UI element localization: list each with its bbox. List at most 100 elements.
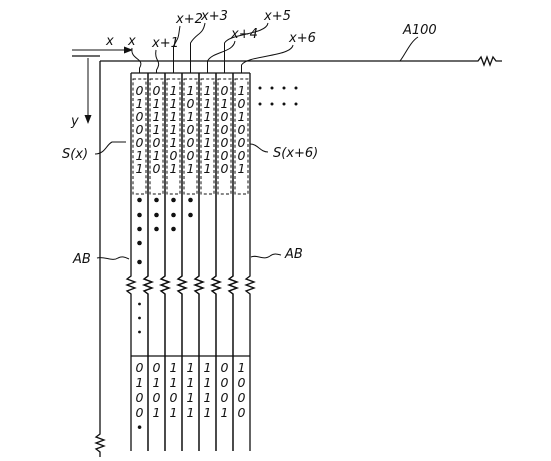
column-label-leader <box>190 22 206 73</box>
sequence-box <box>183 78 198 195</box>
bit-value: 0 <box>221 135 229 150</box>
bit-value: 1 <box>153 96 161 111</box>
bit-value: 1 <box>136 375 144 390</box>
column-side-line <box>142 73 154 451</box>
bit-value: 0 <box>136 405 144 420</box>
bit-value: • <box>136 420 143 435</box>
bit-value: 1 <box>204 390 212 405</box>
ellipsis-dot <box>171 226 176 232</box>
bit-value: 0 <box>187 135 195 150</box>
ellipsis-dot <box>138 330 141 334</box>
bit-value: 1 <box>221 96 229 111</box>
bit-value: 0 <box>187 96 195 111</box>
sequence-box <box>149 78 164 195</box>
column-label: x+1 <box>151 36 179 51</box>
bit-value: 0 <box>136 109 144 124</box>
bit-value: 1 <box>221 405 229 420</box>
bit-value: 0 <box>238 135 246 150</box>
x-arrowhead <box>124 46 133 54</box>
bit-value: 1 <box>204 148 212 163</box>
trailing-dots <box>258 86 298 106</box>
bit-value: 1 <box>238 360 246 375</box>
bit-value: 1 <box>187 360 195 375</box>
column-label-leader <box>241 44 294 73</box>
continuation-dot <box>282 102 286 106</box>
ellipsis-dot <box>137 197 142 203</box>
ellipsis-dot <box>154 212 159 218</box>
bit-value: 0 <box>238 405 246 420</box>
bit-value: 0 <box>238 390 246 405</box>
bit-value: 1 <box>204 161 212 176</box>
bit-value: 1 <box>170 360 178 375</box>
bit-value: 1 <box>170 405 178 420</box>
continuation-dot <box>282 86 286 90</box>
bit-value: 1 <box>238 109 246 124</box>
bit-value: 1 <box>153 122 161 137</box>
ellipsis-dot <box>171 212 176 218</box>
ellipsis-dot <box>137 212 142 218</box>
y-axis-label: y <box>70 114 79 129</box>
bit-value: 1 <box>204 375 212 390</box>
ab-right-label: AB <box>284 247 303 262</box>
ellipsis-dot <box>137 259 142 265</box>
bit-value: 1 <box>204 405 212 420</box>
sequence-box <box>132 78 147 195</box>
column-label: x <box>127 34 136 49</box>
bit-value: 0 <box>153 360 161 375</box>
ellipsis-dot <box>171 197 176 203</box>
bit-value: 0 <box>136 390 144 405</box>
continuation-dot <box>294 102 298 106</box>
bit-value: 1 <box>170 161 178 176</box>
column-label-leader <box>224 22 269 73</box>
bit-value: 1 <box>238 83 246 98</box>
bit-value: 0 <box>136 122 144 137</box>
column-side-line <box>159 73 171 451</box>
continuation-dot <box>258 102 262 106</box>
sequence-box <box>234 78 249 195</box>
bit-value: 1 <box>238 161 246 176</box>
seq-last-leader <box>249 143 269 153</box>
continuation-dot <box>258 86 262 90</box>
bit-value: 1 <box>187 109 195 124</box>
bit-columns: x01000110100•x+101110100101x+21111101110… <box>125 9 316 451</box>
bit-value: 1 <box>187 375 195 390</box>
bit-value: 1 <box>204 96 212 111</box>
bit-value: 1 <box>204 109 212 124</box>
bit-value: 0 <box>153 161 161 176</box>
continuation-dot <box>294 86 298 90</box>
bit-value: 1 <box>187 405 195 420</box>
bit-value: 0 <box>153 135 161 150</box>
ellipsis-dot <box>138 302 141 306</box>
sequence-box <box>217 78 232 195</box>
bit-value: 1 <box>204 360 212 375</box>
sequence-box <box>200 78 215 195</box>
y-arrowhead <box>84 115 92 124</box>
bit-value: 1 <box>187 161 195 176</box>
bit-value: 1 <box>204 122 212 137</box>
bit-value: 0 <box>221 375 229 390</box>
bit-value: 0 <box>238 122 246 137</box>
bit-value: 0 <box>170 390 178 405</box>
ab-left-leader <box>96 256 130 260</box>
left-boundary-line <box>94 61 106 457</box>
column-side-line <box>125 73 137 451</box>
bit-value: 1 <box>170 83 178 98</box>
ab-left-label: AB <box>72 252 91 267</box>
column-side-line <box>193 73 205 451</box>
ref-line-label: A100 <box>402 23 437 38</box>
bit-value: 0 <box>153 390 161 405</box>
ellipsis-dot <box>188 197 193 203</box>
bit-value: 0 <box>221 360 229 375</box>
bit-value: 1 <box>204 83 212 98</box>
column-label-leader <box>207 40 236 73</box>
bit-value: 0 <box>238 96 246 111</box>
column-label: x+3 <box>200 9 228 24</box>
bit-value: 0 <box>238 148 246 163</box>
seq-last-label: S(x+6) <box>273 146 318 161</box>
continuation-dot <box>270 102 274 106</box>
bit-value: 1 <box>170 135 178 150</box>
bit-value: 0 <box>187 122 195 137</box>
column-side-line <box>176 73 188 451</box>
